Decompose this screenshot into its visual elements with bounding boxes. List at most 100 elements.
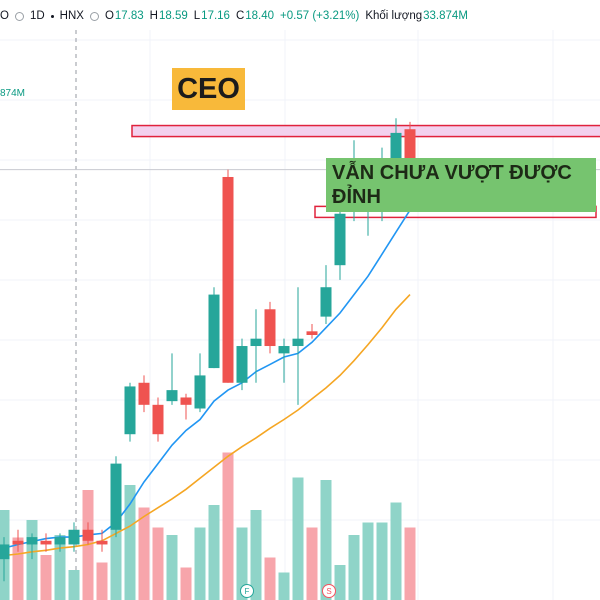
candle-body xyxy=(40,540,52,545)
volume-bar xyxy=(152,527,164,600)
interval-text[interactable]: 1D xyxy=(29,10,45,22)
volume-bar xyxy=(124,485,136,600)
high-label: H xyxy=(149,10,158,22)
volume-bar xyxy=(138,507,150,600)
candle-body xyxy=(334,213,346,266)
event-marker-f[interactable]: F xyxy=(240,584,254,598)
volume-bar xyxy=(362,522,374,600)
candle-body xyxy=(152,404,164,435)
volume-bar xyxy=(12,537,24,600)
volume-value: 33.874M xyxy=(423,10,468,22)
volume-label: Khối lượng xyxy=(365,10,423,22)
status-circle-icon[interactable] xyxy=(89,11,99,21)
candle xyxy=(110,456,122,538)
ma-slow-line xyxy=(3,294,411,557)
candle-body xyxy=(222,176,234,383)
separator-dot-icon xyxy=(14,11,24,21)
candle-body xyxy=(138,382,150,405)
candle-body xyxy=(166,390,178,402)
candle xyxy=(40,533,52,552)
low-label: L xyxy=(193,10,201,22)
candle-body xyxy=(110,463,122,530)
candle xyxy=(166,353,178,405)
volume-bars xyxy=(0,452,416,600)
candle xyxy=(278,338,290,383)
candle xyxy=(124,382,136,442)
note-annotation[interactable]: VẪN CHƯA VƯỢT ĐƯỢC ĐỈNH xyxy=(326,158,596,212)
candle xyxy=(194,353,206,413)
volume-bar xyxy=(278,572,290,600)
candle xyxy=(306,323,318,339)
volume-bar xyxy=(68,570,80,600)
candle xyxy=(54,533,66,552)
candle-body xyxy=(82,529,94,541)
high-value: 18.59 xyxy=(158,10,188,22)
candle xyxy=(222,169,234,383)
candle-body xyxy=(250,338,262,347)
close-value: 18.40 xyxy=(245,10,275,22)
open-label: O xyxy=(104,10,114,22)
candle xyxy=(236,338,248,391)
candle xyxy=(334,199,346,280)
open-value: 17.83 xyxy=(114,10,144,22)
candle xyxy=(292,287,304,405)
candle-body xyxy=(236,346,248,383)
candle xyxy=(152,397,164,442)
volume-bar xyxy=(390,502,402,600)
volume-bar xyxy=(376,522,388,600)
candle xyxy=(12,529,24,552)
volume-bar xyxy=(54,535,66,600)
moving-averages xyxy=(3,209,411,557)
candle-body xyxy=(404,129,416,174)
volume-bar xyxy=(180,567,192,600)
candle xyxy=(96,529,108,552)
candle xyxy=(68,522,80,552)
candle xyxy=(0,537,10,582)
volume-bar xyxy=(208,505,220,600)
candle xyxy=(138,375,150,413)
candle-body xyxy=(208,294,220,369)
candle-body xyxy=(124,386,136,435)
chart-legend-header: O 1D HNX O 17.83 H 18.59 L 17.16 C 18.40… xyxy=(0,6,468,26)
candle-body xyxy=(0,544,10,560)
volume-bar xyxy=(348,535,360,600)
candles xyxy=(0,118,416,582)
candle xyxy=(208,287,220,369)
volume-bar xyxy=(26,520,38,600)
volume-bar xyxy=(306,527,318,600)
volume-bar xyxy=(320,480,332,600)
candle-body xyxy=(180,397,192,405)
volume-bar xyxy=(404,527,416,600)
resistance-zone xyxy=(131,124,600,138)
volume-bar xyxy=(264,557,276,600)
candle-body xyxy=(320,287,332,317)
symbol-text: O xyxy=(0,10,9,22)
event-marker-s[interactable]: S xyxy=(322,584,336,598)
volume-bar xyxy=(222,452,234,600)
close-label: C xyxy=(235,10,245,22)
volume-bar xyxy=(236,527,248,600)
volume-bar xyxy=(194,527,206,600)
candle-body xyxy=(54,537,66,545)
volume-bar xyxy=(292,477,304,600)
candle-body xyxy=(68,529,80,545)
candle xyxy=(26,533,38,560)
candle-body xyxy=(264,309,276,347)
volume-bar xyxy=(96,562,108,600)
low-value: 17.16 xyxy=(201,10,230,22)
candle-body xyxy=(278,346,290,354)
change-value: +0.57 (+3.21%) xyxy=(280,10,360,22)
candle xyxy=(180,393,192,420)
candle-body xyxy=(390,132,402,181)
candle-body xyxy=(26,537,38,545)
volume-bar xyxy=(334,565,346,600)
volume-bar xyxy=(110,525,122,600)
candle xyxy=(264,301,276,354)
volume-indicator-value: 874M xyxy=(0,88,26,99)
candle xyxy=(250,309,262,383)
candle-body xyxy=(12,540,24,545)
separator-dot-icon xyxy=(50,14,54,18)
ma-fast-line xyxy=(3,209,411,549)
ticker-annotation[interactable]: CEO xyxy=(172,68,245,110)
